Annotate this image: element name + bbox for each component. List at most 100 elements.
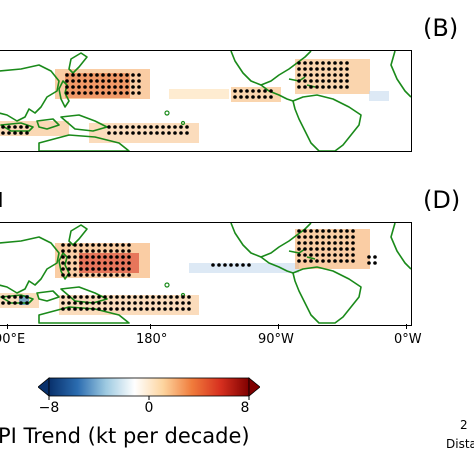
stipple-dot	[125, 79, 129, 83]
stipple-dot	[315, 241, 319, 245]
stipple-dot	[97, 267, 101, 271]
stipple-dot	[79, 295, 83, 299]
stipple-dot	[345, 85, 349, 89]
trend-cell	[184, 300, 189, 305]
stipple-dot	[115, 273, 119, 277]
stipple-dot	[303, 67, 307, 71]
trend-cell	[254, 263, 259, 268]
trend-cell	[149, 133, 154, 138]
stipple-dot	[303, 79, 307, 83]
trend-cell	[295, 244, 300, 249]
stipple-dot	[163, 295, 167, 299]
stipple-dot	[91, 295, 95, 299]
coastline-island	[164, 282, 170, 288]
trend-cell	[139, 123, 144, 128]
stipple-dot	[181, 301, 185, 305]
trend-cell	[94, 253, 99, 258]
stipple-dot	[321, 241, 325, 245]
trend-cell	[124, 268, 129, 273]
stipple-dot	[97, 273, 101, 277]
trend-cell	[145, 243, 150, 248]
stipple-dot	[77, 91, 81, 95]
stipple-dot	[119, 125, 123, 129]
stipple-dot	[321, 73, 325, 77]
trend-cell	[174, 310, 179, 315]
stipple-dot	[309, 247, 313, 251]
stipple-dot	[315, 247, 319, 251]
stipple-dot	[71, 73, 75, 77]
stipple-dot	[89, 79, 93, 83]
trend-cell	[140, 243, 145, 248]
trend-cell	[154, 133, 159, 138]
stipple-dot	[187, 295, 191, 299]
trend-cell	[345, 264, 350, 269]
stipple-dot	[67, 243, 71, 247]
trend-cell	[24, 121, 29, 126]
stipple-dot	[85, 301, 89, 305]
trend-cell	[89, 258, 94, 263]
trend-cell	[129, 138, 134, 143]
map-bottom-svg	[0, 223, 411, 324]
stipple-dot	[61, 307, 65, 311]
trend-cell	[360, 254, 365, 259]
trend-cell	[114, 263, 119, 268]
stipple-dot	[151, 295, 155, 299]
stipple-dot	[115, 301, 119, 305]
stipple-dot	[73, 243, 77, 247]
stipple-dot	[169, 307, 173, 311]
trend-cell	[124, 263, 129, 268]
trend-cell	[330, 69, 335, 74]
stipple-dot	[143, 131, 147, 135]
tick-label-180: 180°	[136, 332, 168, 347]
stipple-dot	[187, 307, 191, 311]
trend-cell	[140, 273, 145, 278]
stipple-dot	[187, 301, 191, 305]
stipple-dot	[327, 85, 331, 89]
trend-cell	[60, 258, 65, 263]
trend-cell	[355, 229, 360, 234]
stipple-dot	[61, 301, 65, 305]
trend-cell	[340, 249, 345, 254]
stipple-dot	[339, 247, 343, 251]
trend-cell	[124, 300, 129, 305]
trend-cell	[174, 89, 179, 94]
stipple-dot	[7, 131, 11, 135]
coastline-island	[180, 120, 186, 126]
stipple-dot	[345, 67, 349, 71]
trend-cell	[130, 273, 135, 278]
trend-cell	[300, 254, 305, 259]
trend-cell	[34, 303, 39, 308]
trend-cell	[300, 84, 305, 89]
stipple-dot	[85, 267, 89, 271]
stipple-dot	[79, 243, 83, 247]
stipple-dot	[303, 85, 307, 89]
stipple-dot	[25, 125, 29, 129]
stipple-dot	[67, 255, 71, 259]
trend-cell	[365, 259, 370, 264]
stipple-dot	[125, 73, 129, 77]
trend-cell	[130, 94, 135, 99]
trend-cell	[70, 273, 75, 278]
stipple-dot	[79, 261, 83, 265]
stipple-dot	[321, 61, 325, 65]
trend-cell	[154, 138, 159, 143]
stipple-dot	[149, 131, 153, 135]
stipple-dot	[67, 273, 71, 277]
trend-cell	[114, 123, 119, 128]
trend-cell	[144, 138, 149, 143]
stipple-dot	[73, 273, 77, 277]
trend-cell	[305, 59, 310, 64]
stipple-dot	[315, 73, 319, 77]
stipple-dot	[297, 85, 301, 89]
stipple-dot	[161, 125, 165, 129]
stipple-dot	[101, 91, 105, 95]
trend-cell	[189, 133, 194, 138]
trend-cell	[109, 258, 114, 263]
trend-cell	[325, 64, 330, 69]
trend-cell	[95, 88, 100, 93]
trend-cell	[360, 259, 365, 264]
trend-cell	[145, 268, 150, 273]
trend-cell	[105, 69, 110, 74]
trend-cell	[0, 298, 4, 303]
trend-cell	[84, 263, 89, 268]
